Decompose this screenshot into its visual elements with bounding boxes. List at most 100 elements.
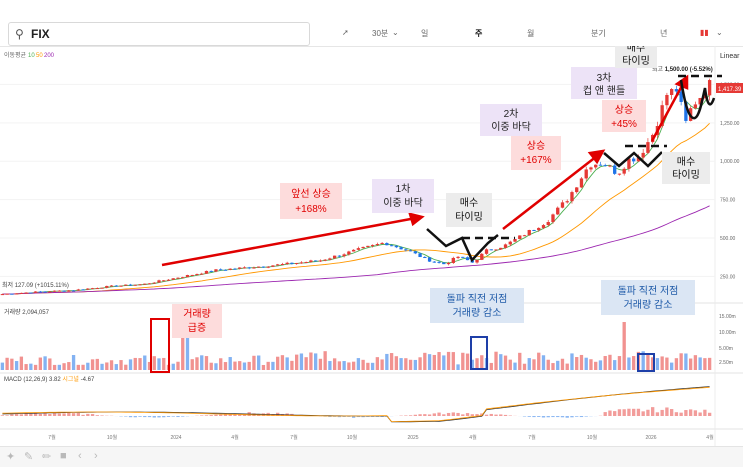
candle-body bbox=[352, 250, 355, 252]
forward-icon[interactable]: › bbox=[94, 450, 98, 462]
candle-body bbox=[328, 258, 331, 259]
volume-bar bbox=[233, 362, 236, 370]
volume-bar bbox=[333, 358, 336, 370]
macd-histogram-bar bbox=[157, 416, 160, 417]
tab-year[interactable]: 년 bbox=[660, 28, 667, 39]
interval-select[interactable]: 30분 bbox=[372, 28, 388, 39]
volume-bar bbox=[366, 363, 369, 370]
candle-body bbox=[665, 95, 668, 105]
tab-month[interactable]: 월 bbox=[527, 28, 534, 39]
volume-bar bbox=[347, 362, 350, 370]
macd-histogram-bar bbox=[660, 410, 663, 416]
search-input[interactable]: ⚲ FIX bbox=[8, 22, 310, 46]
svg-text:상승: 상승 bbox=[527, 140, 545, 152]
macd-histogram-bar bbox=[694, 410, 697, 416]
macd-histogram-bar bbox=[494, 415, 497, 416]
candle-body bbox=[708, 80, 711, 95]
volume-bar bbox=[509, 360, 512, 370]
x-tick-label: 4월 bbox=[231, 434, 239, 441]
volume-bar bbox=[604, 356, 607, 370]
high-marker: 최고 1,500.00 (-5.52%) bbox=[652, 65, 713, 73]
volume-bar bbox=[466, 354, 469, 370]
candle-body bbox=[376, 244, 379, 245]
candle-body bbox=[205, 271, 208, 274]
volume-bar bbox=[195, 357, 198, 370]
volume-bar bbox=[124, 365, 127, 370]
volume-bar bbox=[575, 357, 578, 370]
candle-body bbox=[257, 267, 260, 268]
candle-body bbox=[119, 286, 122, 287]
pointer-icon[interactable]: ✦ bbox=[6, 450, 15, 463]
candle-body bbox=[34, 291, 37, 292]
pen-icon[interactable]: ✏ bbox=[42, 450, 51, 463]
volume-bar bbox=[627, 357, 630, 370]
x-tick-label: 4월 bbox=[706, 434, 714, 441]
annotation-cup-and-handle: 3차 컵 앤 핸들 bbox=[571, 67, 637, 99]
search-value: FIX bbox=[31, 27, 50, 41]
pencil-icon[interactable]: ✎ bbox=[24, 450, 33, 463]
macd-histogram-bar bbox=[67, 412, 70, 416]
chevron-down-icon[interactable]: ⌄ bbox=[392, 28, 399, 37]
volume-bar bbox=[599, 360, 602, 370]
volume-bar bbox=[499, 354, 502, 370]
macd-histogram-bar bbox=[613, 411, 616, 416]
volume-bar bbox=[328, 361, 331, 370]
svg-text:앞선 상승: 앞선 상승 bbox=[291, 188, 331, 200]
volume-bar bbox=[352, 362, 355, 370]
macd-histogram-bar bbox=[15, 414, 18, 416]
candle-body bbox=[494, 250, 497, 251]
volume-bar bbox=[48, 358, 51, 370]
volume-bar bbox=[20, 357, 23, 370]
volume-bar bbox=[660, 356, 663, 370]
trash-icon[interactable]: ■ bbox=[60, 450, 67, 462]
macd-histogram-bar bbox=[134, 416, 137, 417]
candle-type-icon[interactable]: ▮▮ bbox=[700, 28, 709, 37]
tab-day[interactable]: 일 bbox=[421, 28, 428, 39]
volume-bars bbox=[1, 320, 712, 370]
macd-histogram-bar bbox=[452, 412, 455, 416]
candle-body bbox=[556, 208, 559, 215]
volume-bar bbox=[456, 364, 459, 370]
candle-body bbox=[357, 248, 360, 250]
volume-bar bbox=[281, 355, 284, 370]
ma-line-20 bbox=[2, 123, 709, 294]
volume-bar bbox=[414, 360, 417, 370]
macd-histogram-bar bbox=[219, 415, 222, 416]
volume-bar bbox=[210, 363, 213, 370]
macd-histogram-bar bbox=[561, 416, 564, 417]
macd-histogram-bar bbox=[698, 412, 701, 416]
volume-bar bbox=[447, 352, 450, 370]
volume-bar bbox=[323, 351, 326, 370]
macd-histogram-bar bbox=[642, 411, 645, 416]
price-badge-text: 1,417.39 bbox=[718, 87, 742, 93]
macd-histogram-bar bbox=[580, 416, 583, 417]
macd-label: MACD (12,26,9) 3.82 시그널 -4.67 bbox=[4, 375, 95, 383]
macd-histogram-bar bbox=[485, 415, 488, 416]
macd-histogram-bar bbox=[618, 409, 621, 416]
back-icon[interactable]: ‹ bbox=[78, 450, 82, 462]
volume-bar bbox=[314, 353, 317, 370]
x-tick-label: 7월 bbox=[528, 434, 536, 441]
chevron-down-icon[interactable]: ⌄ bbox=[716, 28, 723, 37]
tab-quarter[interactable]: 분기 bbox=[591, 28, 606, 39]
candle-body bbox=[523, 235, 526, 236]
candle-body bbox=[627, 159, 630, 169]
volume-bar bbox=[490, 363, 493, 370]
candle-body bbox=[191, 275, 194, 276]
scale-label[interactable]: Linear bbox=[720, 53, 740, 60]
volume-bar bbox=[91, 359, 94, 370]
candle-body bbox=[338, 256, 341, 257]
volume-bar bbox=[689, 359, 692, 370]
candle-body bbox=[390, 245, 393, 246]
candle-body bbox=[618, 174, 621, 175]
macd-histogram-bar bbox=[708, 413, 711, 416]
volume-tick: 10.00m bbox=[719, 330, 736, 336]
svg-text:타이밍: 타이밍 bbox=[455, 211, 483, 223]
volume-bar bbox=[1, 363, 4, 370]
volume-bar bbox=[390, 353, 393, 370]
tab-week[interactable]: 주 bbox=[475, 28, 482, 39]
draw-tool-icon[interactable]: ➚ bbox=[342, 28, 349, 37]
candle-body bbox=[380, 243, 383, 244]
price-chart[interactable]: 이동평균 10 50 200 Linear 250.00500.00750.00… bbox=[0, 46, 743, 446]
